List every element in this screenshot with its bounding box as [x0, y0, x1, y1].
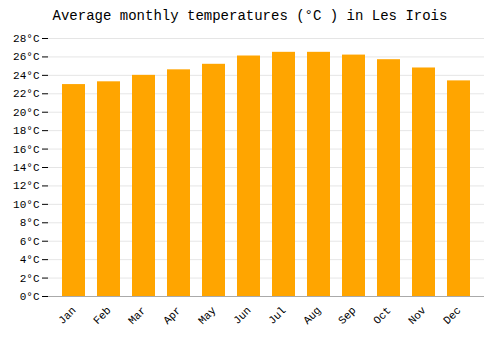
svg-text:6°C: 6°C [20, 236, 40, 248]
svg-text:24°C: 24°C [13, 70, 40, 82]
svg-text:Mar: Mar [126, 304, 148, 326]
svg-text:Aug: Aug [301, 304, 323, 326]
svg-text:Jan: Jan [56, 304, 78, 326]
svg-text:22°C: 22°C [13, 88, 40, 100]
svg-text:Jun: Jun [231, 304, 253, 326]
svg-text:4°C: 4°C [20, 254, 40, 266]
svg-text:May: May [196, 304, 219, 327]
svg-text:Nov: Nov [406, 304, 429, 327]
svg-text:20°C: 20°C [13, 107, 40, 119]
svg-text:Oct: Oct [371, 304, 393, 326]
svg-text:8°C: 8°C [20, 217, 40, 229]
svg-text:26°C: 26°C [13, 51, 40, 63]
svg-text:28°C: 28°C [13, 33, 40, 45]
svg-text:Sep: Sep [336, 304, 358, 326]
svg-text:12°C: 12°C [13, 180, 40, 192]
svg-text:2°C: 2°C [20, 273, 40, 285]
svg-text:16°C: 16°C [13, 144, 40, 156]
svg-text:0°C: 0°C [20, 291, 40, 303]
html-text:Average monthly temperatures (: Average monthly temperatures (°C ) in Le… [52, 8, 448, 24]
svg-text:18°C: 18°C [13, 125, 40, 137]
svg-text:14°C: 14°C [13, 162, 40, 174]
svg-text:Jul: Jul [266, 304, 288, 326]
svg-text:Feb: Feb [91, 304, 113, 326]
svg-text:Dec: Dec [441, 304, 463, 326]
svg-text:Apr: Apr [161, 304, 183, 326]
svg-text:10°C: 10°C [13, 199, 40, 211]
